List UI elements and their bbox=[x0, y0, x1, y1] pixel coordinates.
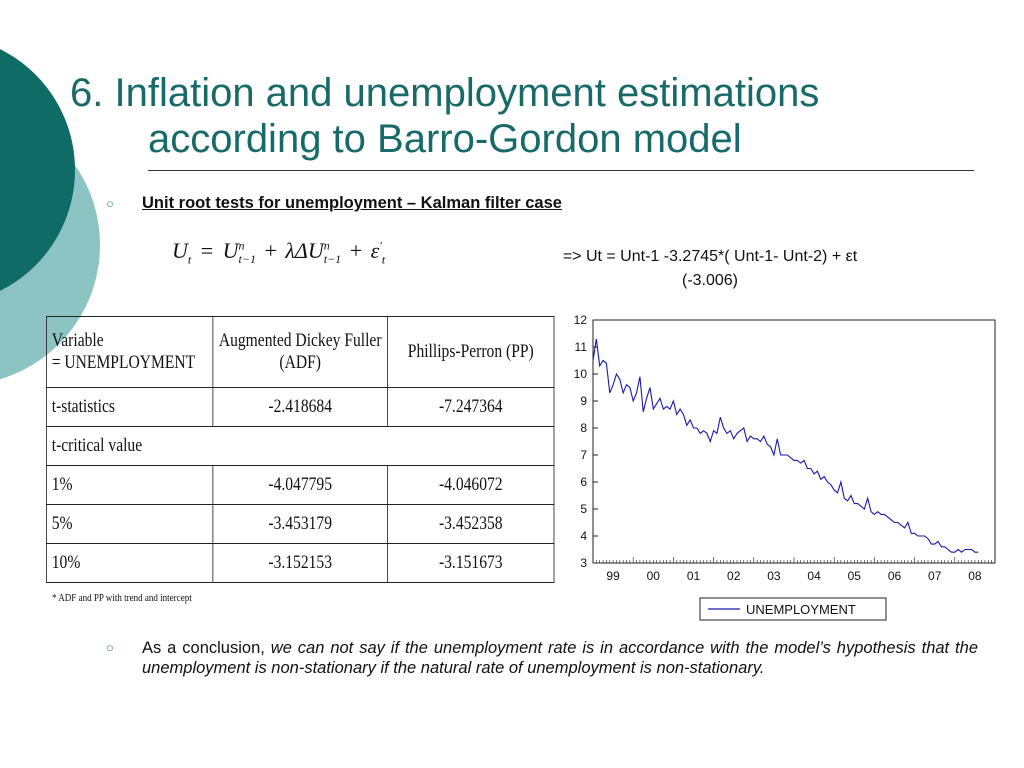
estimated-equation: => Ut = Unt-1 -3.2745*( Unt-1- Unt-2) + … bbox=[470, 245, 950, 293]
equation-t-stat: (-3.006) bbox=[681, 272, 739, 289]
x-tick-label: 04 bbox=[807, 569, 821, 583]
unemployment-chart: 12 11 10 9 8 7 6 5 4 3 99 00 01 02 03 04 05 06 07 08 UNEMPLO… bbox=[574, 313, 996, 621]
x-tick-label: 03 bbox=[767, 569, 781, 583]
decorative-circles bbox=[0, 49, 100, 380]
table-header-row: Variable = UNEMPLOYMENT Augmented Dickey… bbox=[45, 316, 555, 388]
conclusion-prefix: As a conclusion, bbox=[142, 639, 265, 657]
plot-frame bbox=[592, 319, 996, 564]
x-tick-label: 02 bbox=[727, 569, 741, 583]
conclusion-text: As a conclusion, we can not say if the u… bbox=[142, 638, 978, 678]
y-tick-label: 8 bbox=[580, 421, 587, 435]
row-label: 1% bbox=[45, 465, 214, 505]
slide-title: 6. Inflation and unemployment estimation… bbox=[70, 70, 970, 162]
legend-box bbox=[699, 597, 887, 621]
adf-value: -2.418684 bbox=[212, 387, 388, 427]
header-pp: Phillips-Perron (PP) bbox=[387, 316, 555, 388]
series-line-unemployment bbox=[592, 338, 979, 553]
table-row: t-critical value bbox=[45, 426, 555, 466]
adf-value: -4.047795 bbox=[212, 465, 388, 505]
adf-value: -3.152153 bbox=[212, 543, 388, 583]
table-row: t-statistics -2.418684 -7.247364 bbox=[45, 387, 555, 427]
legend-label: UNEMPLOYMENT bbox=[746, 602, 856, 617]
equation-text: => Ut = Unt-1 -3.2745*( Unt-1- Unt-2) + … bbox=[562, 248, 858, 265]
y-tick-label: 6 bbox=[580, 475, 587, 489]
x-tick-label: 01 bbox=[687, 569, 701, 583]
x-tick-label: 08 bbox=[968, 569, 982, 583]
table-row: 1% -4.047795 -4.046072 bbox=[45, 465, 555, 505]
bullet-circle-icon: ○ bbox=[106, 640, 114, 655]
y-tick-label: 12 bbox=[574, 313, 588, 327]
table-row: 5% -3.453179 -3.452358 bbox=[45, 504, 555, 544]
title-line-1: 6. Inflation and unemployment estimation… bbox=[70, 71, 820, 115]
row-label: t-statistics bbox=[45, 387, 214, 427]
model-formula: Ut = Unt−1 + λΔUnt−1 + ε't bbox=[172, 238, 386, 267]
y-tick-label: 7 bbox=[580, 448, 587, 462]
y-tick-label: 3 bbox=[580, 556, 587, 570]
pp-value: -3.452358 bbox=[387, 504, 555, 544]
x-tick-label: 00 bbox=[647, 569, 661, 583]
x-tick-label: 06 bbox=[888, 569, 902, 583]
table-footnote: * ADF and PP with trend and intercept bbox=[52, 592, 192, 604]
deco-circle-dark bbox=[0, 49, 75, 291]
y-tick-label: 11 bbox=[575, 340, 588, 354]
header-adf: Augmented Dickey Fuller (ADF) bbox=[212, 316, 388, 388]
row-label: 10% bbox=[45, 543, 214, 583]
adf-value: -3.453179 bbox=[212, 504, 388, 544]
pp-value: -3.151673 bbox=[387, 543, 555, 583]
table-row: 10% -3.152153 -3.151673 bbox=[45, 543, 555, 583]
x-tick-label: 07 bbox=[928, 569, 942, 583]
row-label: t-critical value bbox=[45, 426, 555, 466]
header-variable: Variable = UNEMPLOYMENT bbox=[45, 316, 214, 388]
y-tick-label: 9 bbox=[580, 394, 587, 408]
unit-root-table: Variable = UNEMPLOYMENT Augmented Dickey… bbox=[45, 316, 555, 583]
row-label: 5% bbox=[45, 504, 214, 544]
x-tick-label: 99 bbox=[606, 569, 620, 583]
pp-value: -7.247364 bbox=[387, 387, 555, 427]
x-tick-label: 05 bbox=[848, 569, 862, 583]
bullet-circle-icon: ○ bbox=[106, 196, 114, 211]
y-tick-label: 4 bbox=[580, 529, 587, 543]
y-tick-label: 5 bbox=[580, 502, 587, 516]
title-line-2: according to Barro-Gordon model bbox=[148, 117, 742, 161]
pp-value: -4.046072 bbox=[387, 465, 555, 505]
section-heading: Unit root tests for unemployment – Kalma… bbox=[142, 194, 562, 212]
conclusion-italic: we can not say if the unemployment rate … bbox=[142, 639, 978, 677]
title-divider bbox=[148, 170, 974, 171]
y-tick-label: 10 bbox=[574, 367, 588, 381]
